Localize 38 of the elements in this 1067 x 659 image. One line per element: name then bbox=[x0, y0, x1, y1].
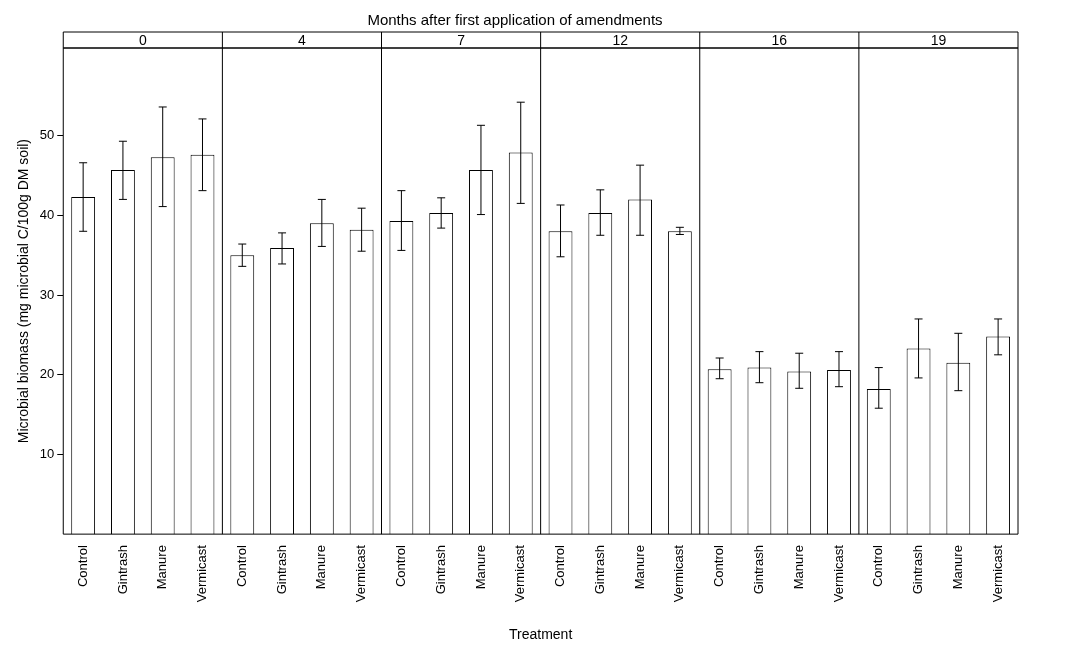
text: 4 bbox=[298, 31, 307, 48]
x-tick-label: Vermicast bbox=[353, 544, 369, 603]
y-tick-label: 30 bbox=[39, 286, 55, 302]
x-tick-label: Vermicast bbox=[512, 544, 528, 603]
y-axis-title: Microbial biomass (mg microbial C/100g DM soil) bbox=[15, 138, 32, 444]
text: 19 bbox=[930, 31, 947, 48]
x-tick-label: Control bbox=[74, 545, 90, 588]
x-tick-label: Vermicast bbox=[830, 544, 846, 603]
x-tick-label: Control bbox=[233, 545, 249, 588]
x-tick-label: Gintrash bbox=[273, 545, 289, 595]
x-tick-label: Vermicast bbox=[989, 544, 1005, 603]
x-tick-label: Manure bbox=[154, 545, 170, 590]
x-tick-label: Vermicast bbox=[194, 544, 210, 603]
y-tick-label: 50 bbox=[39, 127, 55, 143]
x-tick-label: Control bbox=[870, 545, 886, 588]
x-tick-label: Manure bbox=[313, 545, 329, 590]
x-tick-label: Gintrash bbox=[751, 545, 766, 595]
text: 7 bbox=[457, 31, 466, 48]
y-tick-label: 20 bbox=[39, 366, 55, 382]
x-tick-label: Manure bbox=[949, 545, 965, 590]
x-tick-label: Manure bbox=[790, 545, 806, 590]
y-tick-label: 10 bbox=[39, 446, 55, 462]
x-tick-label: Gintrash bbox=[432, 545, 448, 595]
x-tick-label: Gintrash bbox=[114, 545, 130, 595]
x-tick-label: Vermicast bbox=[671, 544, 687, 603]
text: 0 bbox=[138, 31, 147, 48]
x-axis-title: Treatment bbox=[508, 626, 573, 643]
x-tick-label: Control bbox=[711, 545, 727, 588]
text: 16 bbox=[771, 31, 788, 48]
y-tick-label: 40 bbox=[39, 206, 55, 222]
x-tick-label: Gintrash bbox=[910, 545, 926, 595]
x-tick-label: Manure bbox=[472, 545, 488, 590]
x-tick-label: Gintrash bbox=[591, 545, 607, 595]
x-tick-label: Control bbox=[392, 545, 408, 588]
x-tick-label: Control bbox=[552, 545, 568, 588]
x-tick-label: Manure bbox=[631, 545, 647, 590]
chart-title: Months after first application of amendments bbox=[367, 11, 663, 29]
text: 12 bbox=[612, 31, 629, 48]
